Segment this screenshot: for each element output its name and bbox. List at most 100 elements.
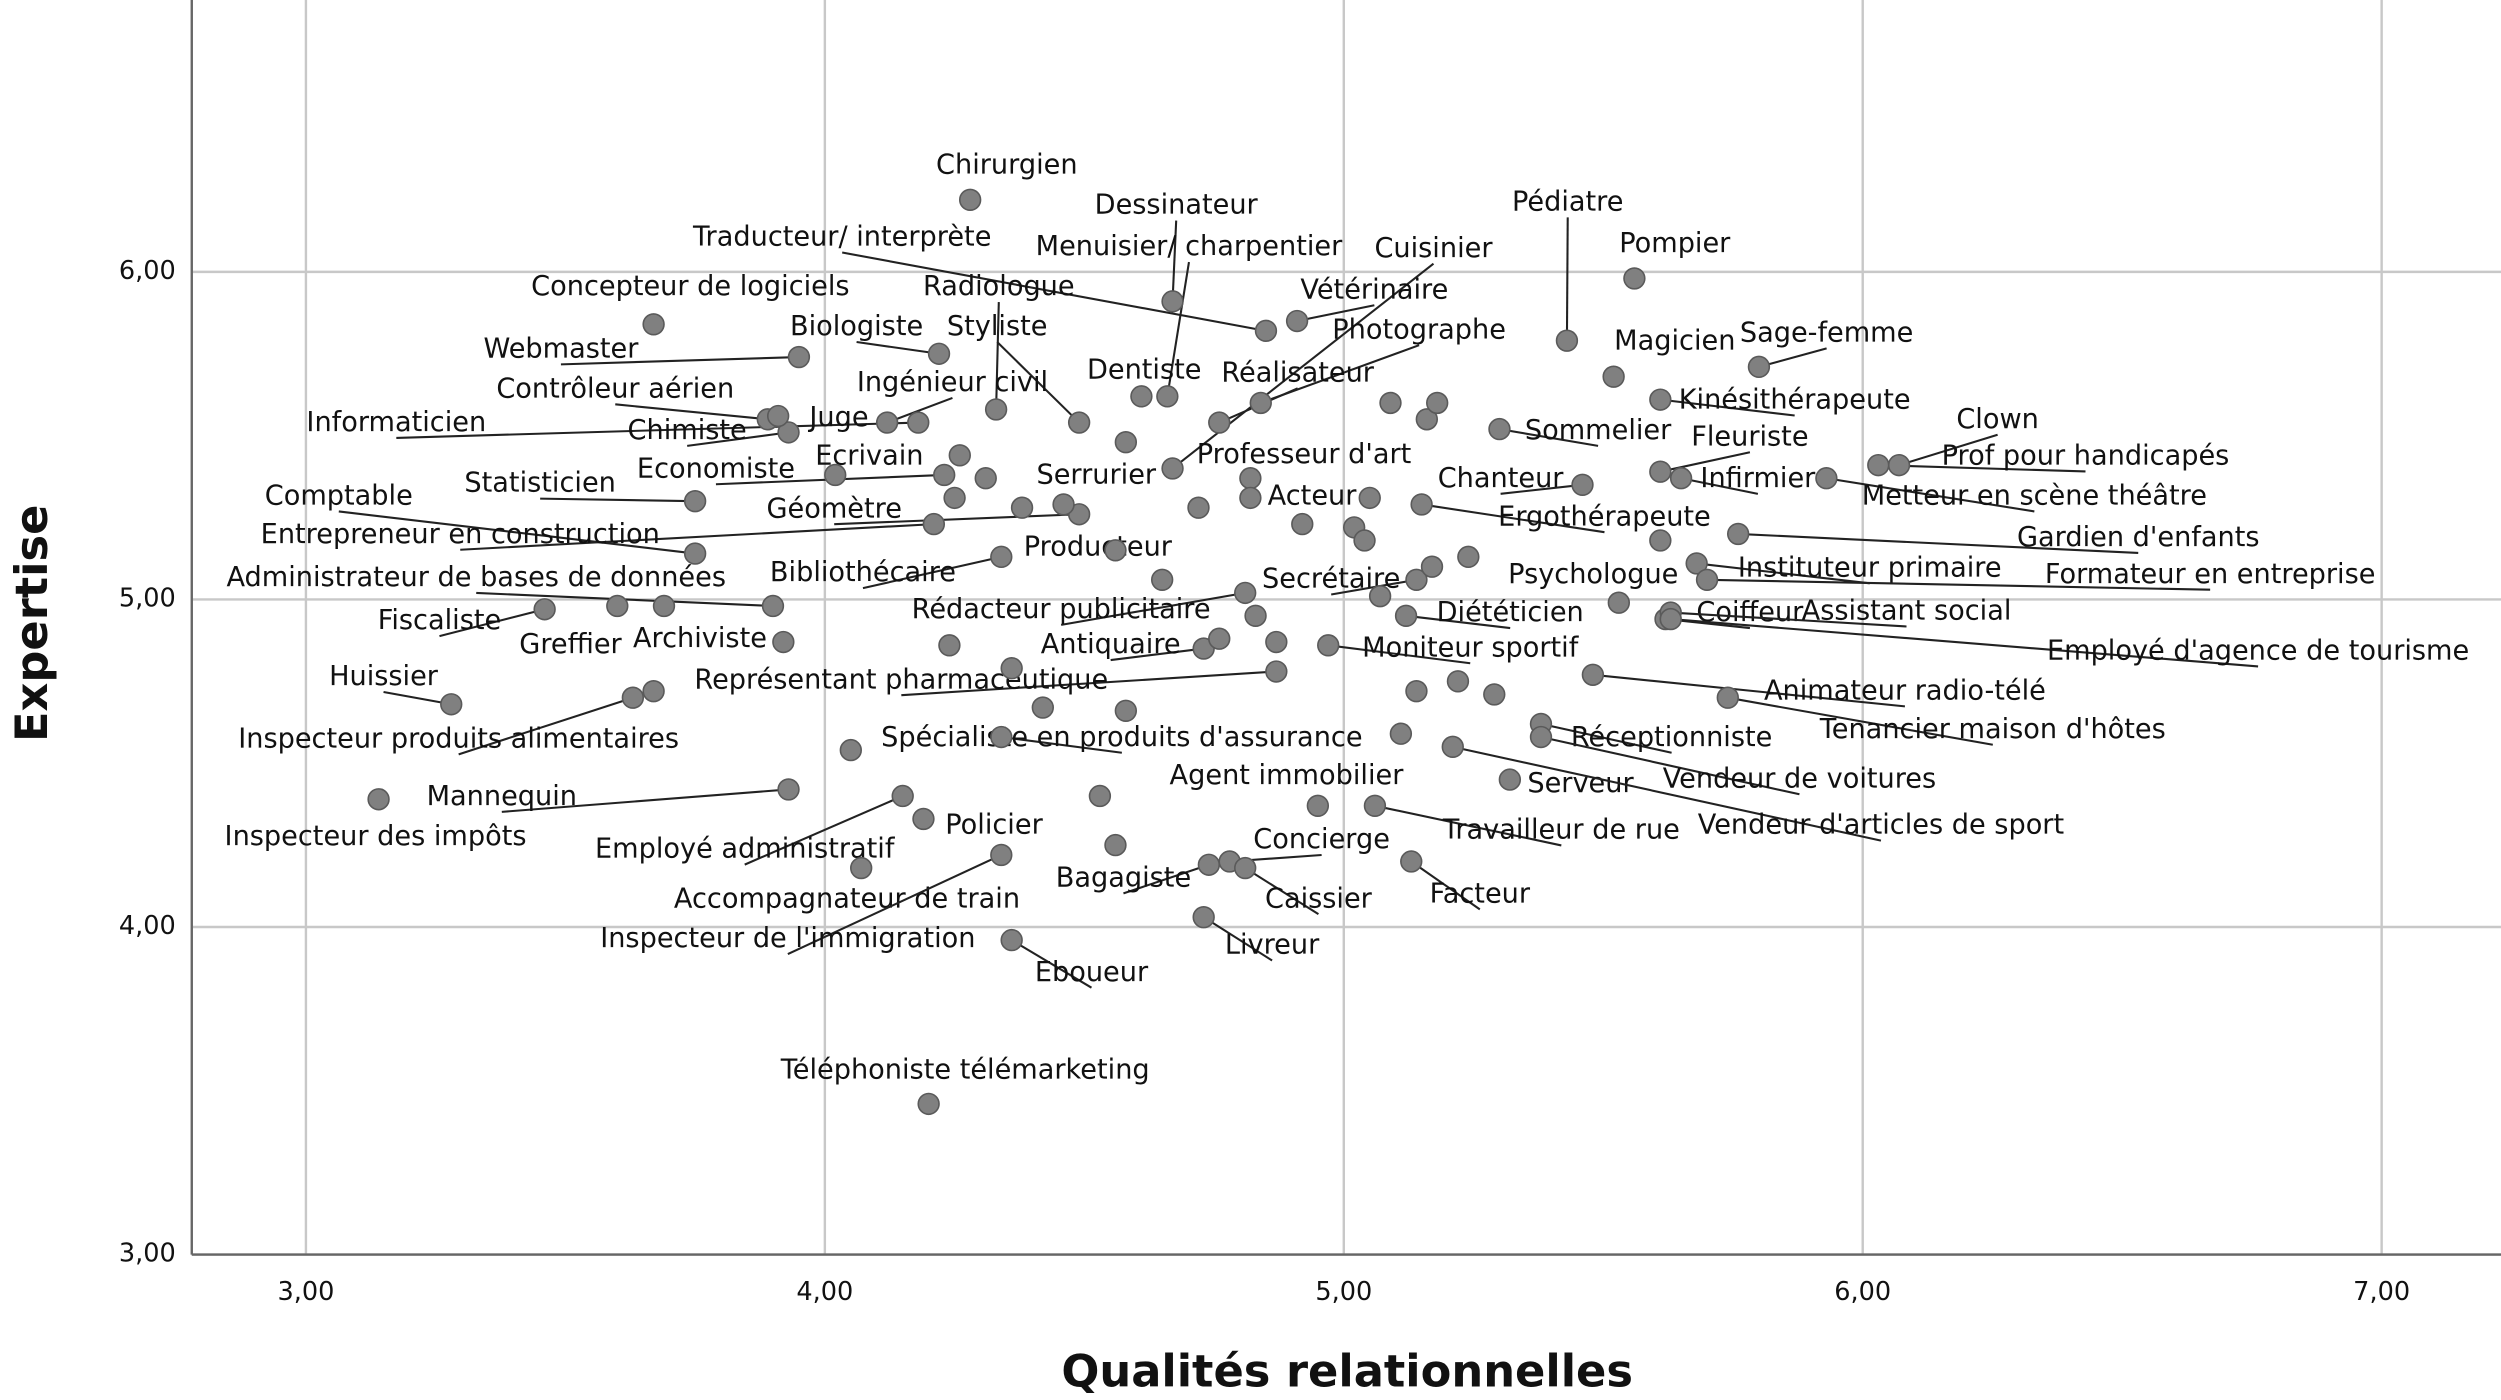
x-tick-label: 3,00 bbox=[277, 1277, 334, 1307]
point bbox=[1400, 850, 1423, 873]
point bbox=[1161, 457, 1184, 480]
point bbox=[1265, 660, 1288, 683]
point bbox=[1649, 529, 1672, 552]
x-tick-label: 6,00 bbox=[1834, 1277, 1891, 1307]
point bbox=[824, 463, 847, 487]
point bbox=[1088, 784, 1112, 808]
point bbox=[839, 738, 862, 762]
point-label: Caissier bbox=[1265, 883, 1373, 914]
leader-line bbox=[1410, 860, 1481, 911]
point bbox=[958, 188, 982, 212]
point-label: Statisticien bbox=[464, 468, 615, 499]
point bbox=[1114, 431, 1138, 454]
point bbox=[1114, 699, 1138, 722]
leader-line bbox=[1727, 696, 1993, 746]
point bbox=[1441, 735, 1464, 759]
point-label: Gardien d'enfants bbox=[2017, 522, 2260, 553]
point bbox=[922, 512, 946, 536]
point bbox=[1192, 905, 1215, 929]
point-label: Spécialiste en produits d'assurance bbox=[881, 722, 1362, 753]
leader-line bbox=[1171, 262, 1435, 470]
leader-line bbox=[396, 421, 919, 439]
point bbox=[1623, 267, 1646, 290]
point bbox=[1358, 486, 1381, 510]
x-tick-label: 7,00 bbox=[2353, 1277, 2410, 1307]
point bbox=[1415, 408, 1439, 431]
point-label: Radiologue bbox=[923, 271, 1075, 302]
leader-line bbox=[1244, 867, 1319, 916]
point-label: Sommelier bbox=[1525, 415, 1672, 446]
point bbox=[974, 467, 997, 490]
point-label: Eboueur bbox=[1035, 957, 1149, 988]
leader-line bbox=[1670, 618, 2259, 668]
point-label: Economiste bbox=[637, 453, 795, 484]
x-tick-label: 5,00 bbox=[1315, 1277, 1372, 1307]
leader-line bbox=[996, 341, 1080, 424]
point bbox=[1659, 607, 1682, 631]
leader-line bbox=[744, 795, 904, 866]
point bbox=[777, 421, 800, 444]
point-label: Employé administratif bbox=[595, 834, 896, 865]
point-label: Styliste bbox=[947, 311, 1048, 342]
point-label: Professeur d'art bbox=[1197, 439, 1412, 470]
point-label: Archiviste bbox=[633, 623, 767, 654]
point bbox=[1156, 385, 1179, 408]
point bbox=[1161, 290, 1184, 313]
point bbox=[1353, 529, 1376, 552]
point bbox=[1249, 391, 1272, 415]
leader-line bbox=[1565, 217, 1569, 341]
point bbox=[1887, 453, 1911, 477]
point bbox=[990, 843, 1013, 867]
point-label: Agent immobilier bbox=[1170, 760, 1405, 791]
y-tick-label: 5,00 bbox=[119, 583, 176, 613]
point bbox=[1067, 411, 1091, 434]
point bbox=[1815, 467, 1838, 490]
point bbox=[943, 486, 966, 510]
point-label: Huissier bbox=[329, 661, 439, 692]
leader-line bbox=[615, 403, 768, 421]
leader-line bbox=[1328, 644, 1471, 665]
leader-line bbox=[1660, 451, 1751, 473]
point-label: Accompagnateur de train bbox=[674, 883, 1020, 914]
point bbox=[1150, 568, 1174, 591]
point bbox=[1285, 309, 1309, 333]
point bbox=[1291, 512, 1314, 536]
point bbox=[652, 594, 676, 618]
point-label: Traducteur/ interprète bbox=[692, 222, 991, 253]
point-label: Chirurgien bbox=[936, 150, 1077, 181]
leader-line bbox=[338, 510, 696, 555]
leader-line bbox=[901, 670, 1277, 697]
leader-line bbox=[1296, 304, 1375, 323]
point bbox=[1265, 630, 1288, 654]
point bbox=[1000, 657, 1023, 680]
point-label: Menuisier/ charpentier bbox=[1036, 231, 1343, 262]
point-label: Vétérinaire bbox=[1300, 274, 1448, 305]
leader-line bbox=[439, 608, 545, 638]
point-label: Fleuriste bbox=[1691, 421, 1808, 452]
leader-line bbox=[842, 251, 1267, 332]
point bbox=[1394, 604, 1418, 628]
point bbox=[1426, 391, 1449, 415]
point-label: Tenancier maison d'hôtes bbox=[1819, 714, 2166, 745]
point-label: Facteur bbox=[1430, 878, 1531, 909]
leader-line bbox=[1500, 483, 1583, 495]
point-label: Producteur bbox=[1024, 532, 1173, 563]
point bbox=[948, 444, 971, 467]
leader-line bbox=[886, 396, 953, 424]
point bbox=[1483, 683, 1506, 706]
point bbox=[1208, 411, 1231, 434]
point bbox=[1405, 679, 1428, 703]
point-label: Employé d'agence de tourisme bbox=[2047, 636, 2469, 667]
point bbox=[1529, 725, 1553, 749]
point-label: Livreur bbox=[1225, 930, 1320, 961]
point bbox=[642, 313, 665, 336]
point bbox=[777, 778, 800, 801]
point bbox=[1187, 496, 1210, 519]
point-label: Magicien bbox=[1614, 326, 1735, 357]
point bbox=[367, 788, 390, 811]
point bbox=[440, 693, 463, 716]
point bbox=[1405, 568, 1428, 591]
point-label: Metteur en scène théâtre bbox=[1862, 481, 2207, 512]
point-label: Biologiste bbox=[790, 311, 923, 342]
